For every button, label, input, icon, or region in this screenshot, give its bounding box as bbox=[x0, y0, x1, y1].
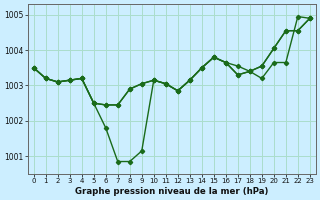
X-axis label: Graphe pression niveau de la mer (hPa): Graphe pression niveau de la mer (hPa) bbox=[75, 187, 268, 196]
